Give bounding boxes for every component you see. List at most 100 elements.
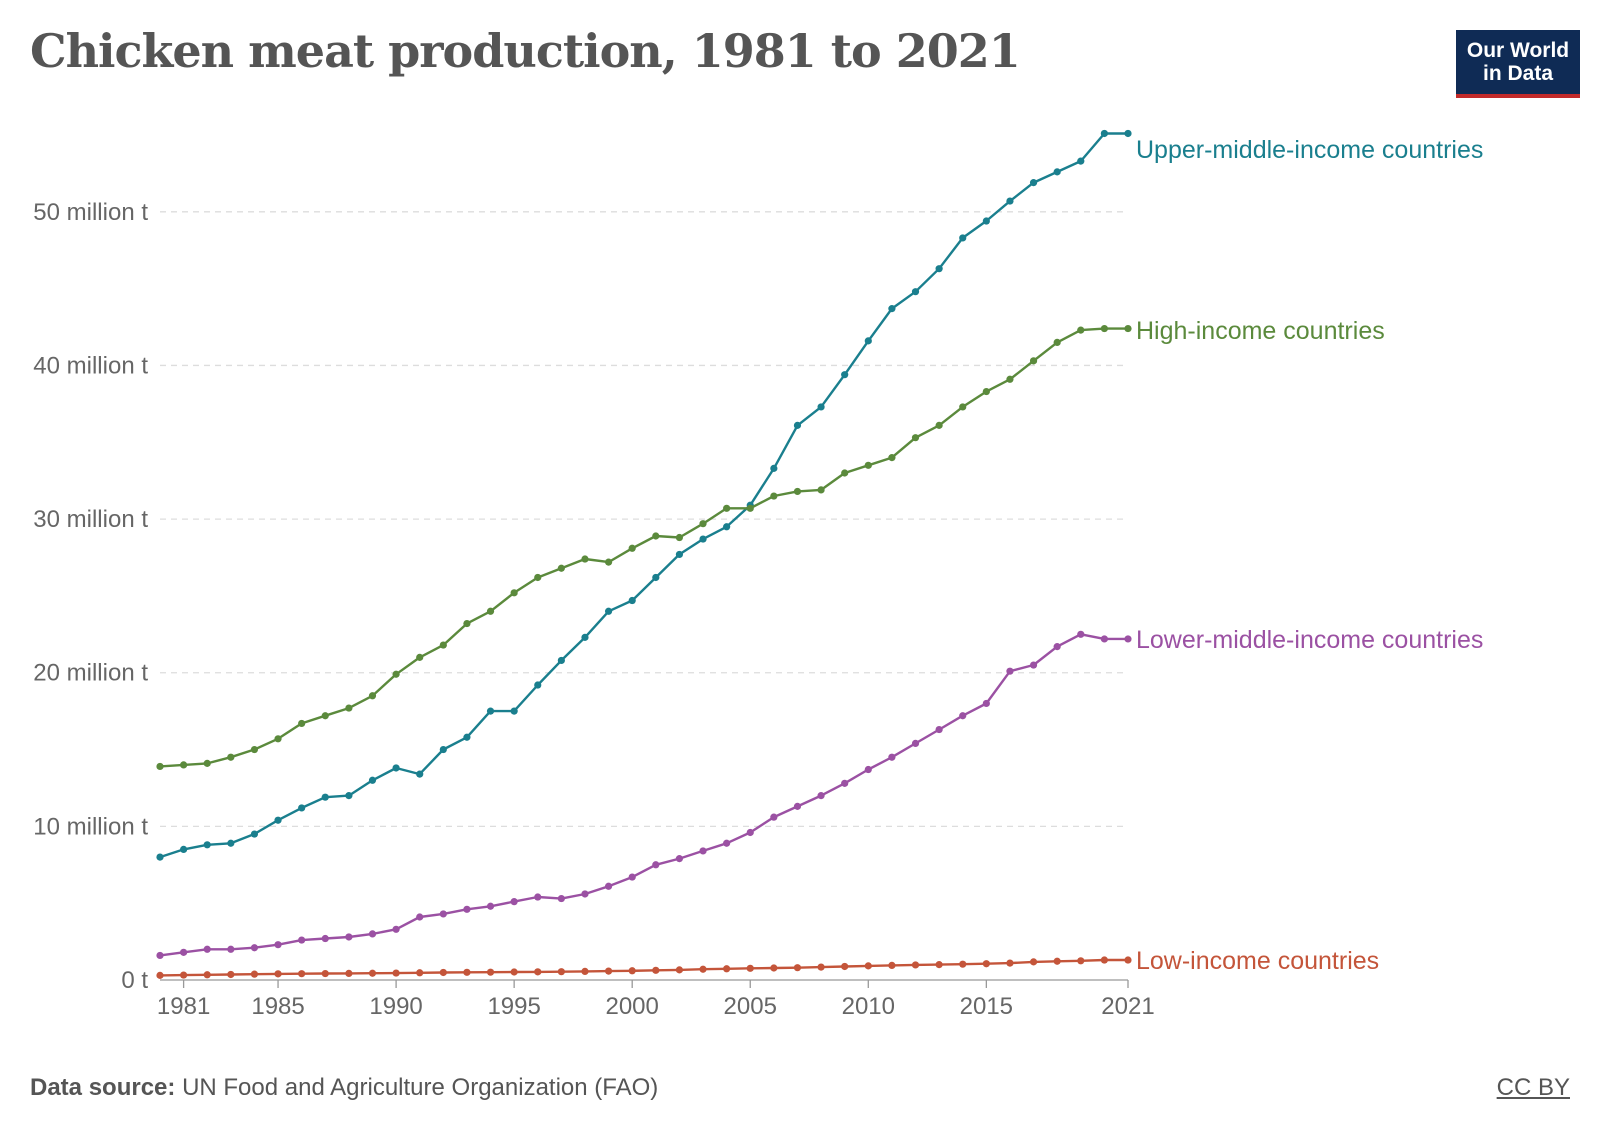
- data-point: [416, 770, 424, 778]
- data-point: [864, 765, 872, 774]
- data-point: [1124, 635, 1132, 643]
- data-point: [439, 745, 447, 754]
- data-point: [581, 633, 589, 641]
- data-point: [180, 971, 188, 979]
- data-point: [817, 486, 825, 494]
- data-source-label: Data source:: [30, 1074, 176, 1101]
- data-point: [1029, 958, 1038, 966]
- data-point: [1100, 129, 1108, 138]
- series-label: High-income countries: [1136, 317, 1385, 345]
- data-point: [1077, 957, 1085, 965]
- data-point: [368, 969, 377, 977]
- logo-line-1: Our World: [1466, 39, 1570, 62]
- data-point: [982, 217, 990, 225]
- y-tick-label: 30 million t: [33, 506, 148, 533]
- y-tick-label: 20 million t: [33, 660, 148, 687]
- x-tick-label: 1985: [251, 993, 304, 1020]
- data-point: [227, 970, 235, 979]
- data-point: [935, 725, 943, 734]
- data-point: [864, 962, 872, 970]
- x-tick-label: 1990: [369, 993, 422, 1020]
- series-label: Lower-middle-income countries: [1136, 626, 1483, 654]
- y-tick-label: 0 t: [121, 967, 148, 994]
- y-tick-label: 40 million t: [33, 352, 148, 379]
- x-tick-label: 1995: [487, 993, 540, 1020]
- data-point: [416, 969, 424, 977]
- data-point: [770, 813, 778, 821]
- chart-title: Chicken meat production, 1981 to 2021: [30, 24, 1021, 78]
- data-point: [793, 964, 802, 972]
- data-point: [888, 454, 896, 462]
- data-point: [817, 963, 825, 971]
- data-point: [841, 371, 849, 379]
- data-point: [156, 971, 164, 979]
- data-source-text: UN Food and Agriculture Organization (FA…: [182, 1074, 659, 1101]
- data-point: [1006, 959, 1014, 967]
- data-point: [463, 619, 471, 628]
- data-point: [723, 965, 731, 973]
- data-point: [486, 902, 495, 910]
- data-point: [1077, 326, 1085, 334]
- data-point: [982, 699, 990, 708]
- data-point: [510, 968, 518, 976]
- data-point: [1100, 956, 1108, 964]
- data-point: [510, 589, 518, 597]
- data-point: [557, 894, 565, 903]
- series-label: Upper-middle-income countries: [1136, 136, 1483, 164]
- data-point: [1077, 157, 1085, 165]
- data-point: [368, 930, 377, 938]
- data-point: [203, 971, 211, 979]
- data-point: [227, 945, 235, 953]
- data-point: [486, 707, 495, 715]
- data-point: [982, 960, 990, 968]
- series-line: [159, 958, 1128, 977]
- data-point: [368, 692, 377, 700]
- data-point: [1124, 956, 1132, 964]
- data-point: [652, 966, 660, 974]
- series-line: [159, 132, 1128, 859]
- data-point: [770, 464, 778, 472]
- y-tick-label: 50 million t: [33, 199, 148, 226]
- data-point: [227, 839, 235, 847]
- data-point: [439, 968, 447, 977]
- data-point: [557, 968, 565, 976]
- data-point: [793, 802, 802, 810]
- series-line: [159, 327, 1128, 768]
- data-point: [770, 964, 778, 972]
- series-label: Low-income countries: [1136, 947, 1379, 975]
- data-point: [959, 960, 967, 968]
- data-point: [1053, 168, 1061, 176]
- data-point: [628, 544, 636, 552]
- owid-logo[interactable]: Our World in Data: [1456, 30, 1580, 98]
- data-point: [581, 890, 589, 898]
- data-point: [699, 535, 707, 543]
- data-point: [1124, 324, 1132, 333]
- data-point: [345, 933, 353, 941]
- data-point: [817, 792, 825, 800]
- series-line: [159, 633, 1128, 957]
- data-point: [911, 288, 920, 296]
- data-point: [675, 550, 684, 559]
- data-point: [628, 967, 636, 975]
- x-axis: 1981 1985 1990 1995 2000 2005 2010 2015 2021: [157, 979, 1155, 1020]
- data-point: [652, 861, 660, 869]
- data-point: [699, 965, 707, 973]
- license-link[interactable]: CC BY: [1496, 1074, 1570, 1101]
- data-point: [581, 967, 589, 975]
- data-point: [911, 434, 920, 442]
- data-point: [463, 733, 471, 741]
- data-point: [628, 596, 636, 605]
- data-point: [345, 704, 353, 712]
- data-point: [298, 804, 306, 812]
- y-tick-label: 10 million t: [33, 813, 148, 840]
- data-point: [746, 964, 754, 972]
- data-point: [321, 969, 329, 978]
- data-point: [439, 641, 447, 649]
- data-point: [416, 653, 424, 661]
- data-point: [439, 910, 447, 918]
- data-point: [604, 558, 613, 566]
- data-point: [180, 948, 188, 956]
- data-point: [321, 712, 329, 720]
- data-point: [675, 533, 684, 542]
- data-point: [935, 961, 943, 969]
